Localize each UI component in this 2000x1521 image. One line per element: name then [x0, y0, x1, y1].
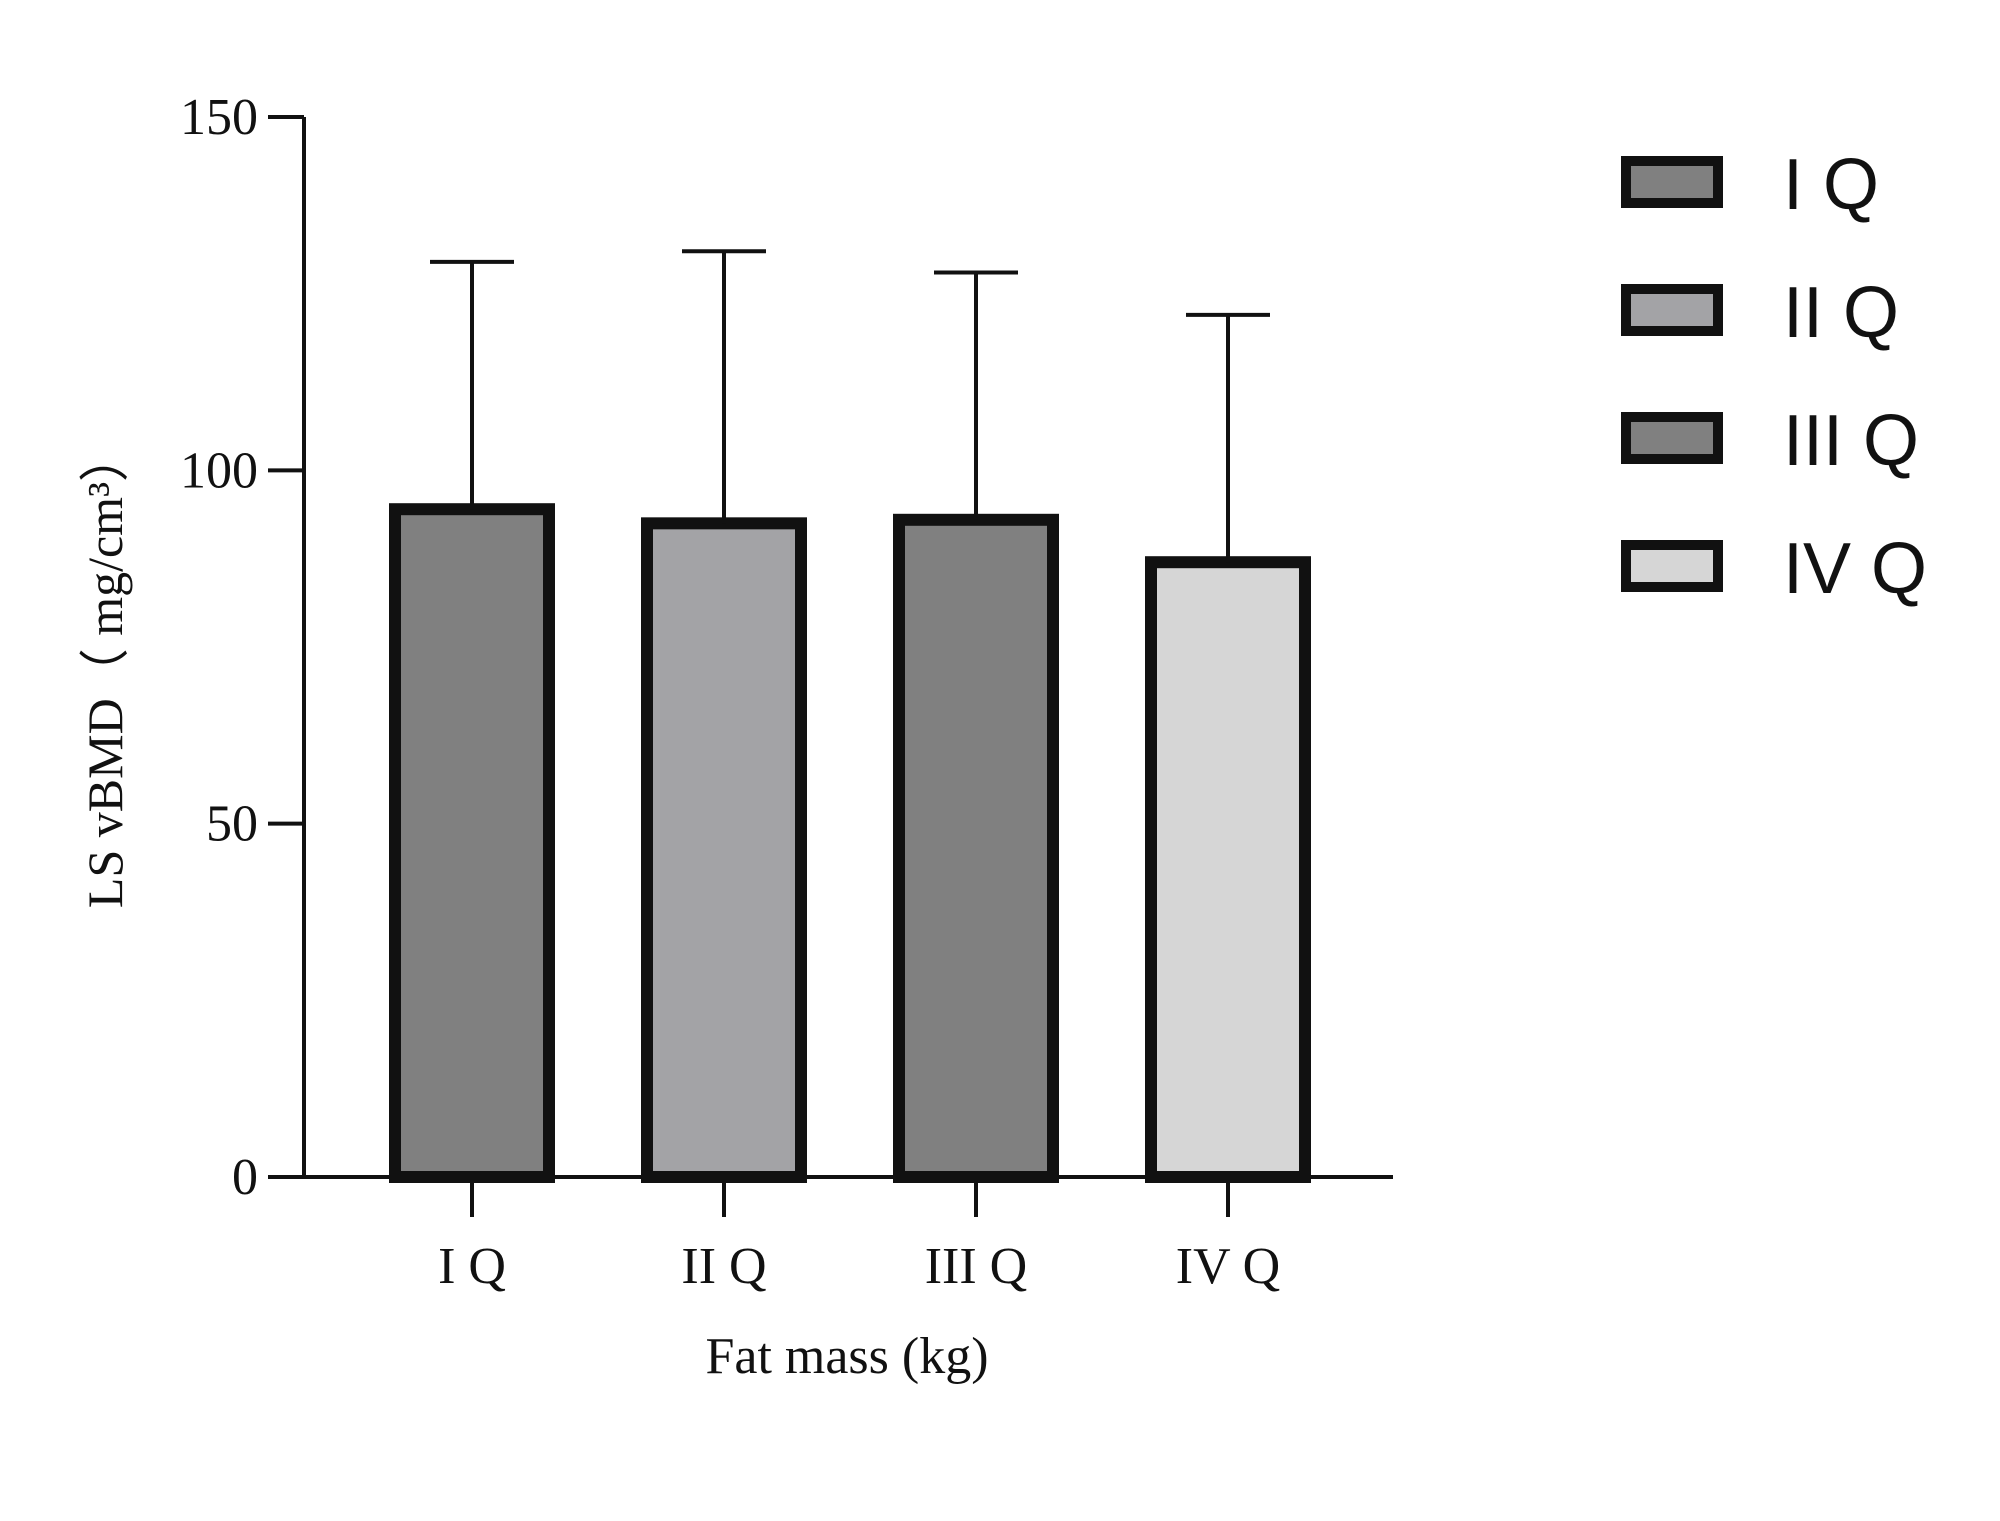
x-tick-label-2: III Q	[925, 1238, 1028, 1295]
error-bars-layer	[430, 249, 1270, 563]
x-ticks-layer: I Q II Q III Q IV Q	[438, 1177, 1280, 1295]
y-ticks-layer: 0 50 100 150	[180, 89, 304, 1206]
x-axis-label: Fat mass (kg)	[705, 1328, 988, 1385]
legend-label-1: II Q	[1783, 273, 1899, 353]
y-tick-label-2: 100	[180, 442, 258, 499]
legend-swatch-2	[1621, 412, 1723, 464]
legend-swatch-1	[1621, 284, 1723, 336]
x-tick-label-3: IV Q	[1176, 1238, 1280, 1295]
y-axis-label: LS vBMD（ mg/cm³）	[77, 432, 133, 908]
legend-label-0: I Q	[1783, 145, 1879, 225]
x-tick-label-0: I Q	[438, 1238, 506, 1295]
legend-label-2: III Q	[1783, 401, 1919, 481]
y-tick-label-3: 150	[180, 89, 258, 146]
bars-layer	[389, 503, 1311, 1183]
legend-swatch-0	[1621, 156, 1723, 208]
legend: I Q II Q III Q IV Q	[1621, 145, 1927, 609]
x-tick-label-1: II Q	[681, 1238, 766, 1295]
bar-0	[389, 503, 555, 1183]
bar-2	[893, 513, 1059, 1183]
legend-swatch-3	[1621, 540, 1723, 592]
axes-layer	[302, 117, 1393, 1179]
bar-1	[641, 517, 807, 1183]
y-tick-label-1: 50	[206, 796, 258, 853]
y-tick-label-0: 0	[232, 1149, 258, 1206]
legend-label-3: IV Q	[1783, 529, 1927, 609]
bar-3	[1145, 556, 1311, 1183]
